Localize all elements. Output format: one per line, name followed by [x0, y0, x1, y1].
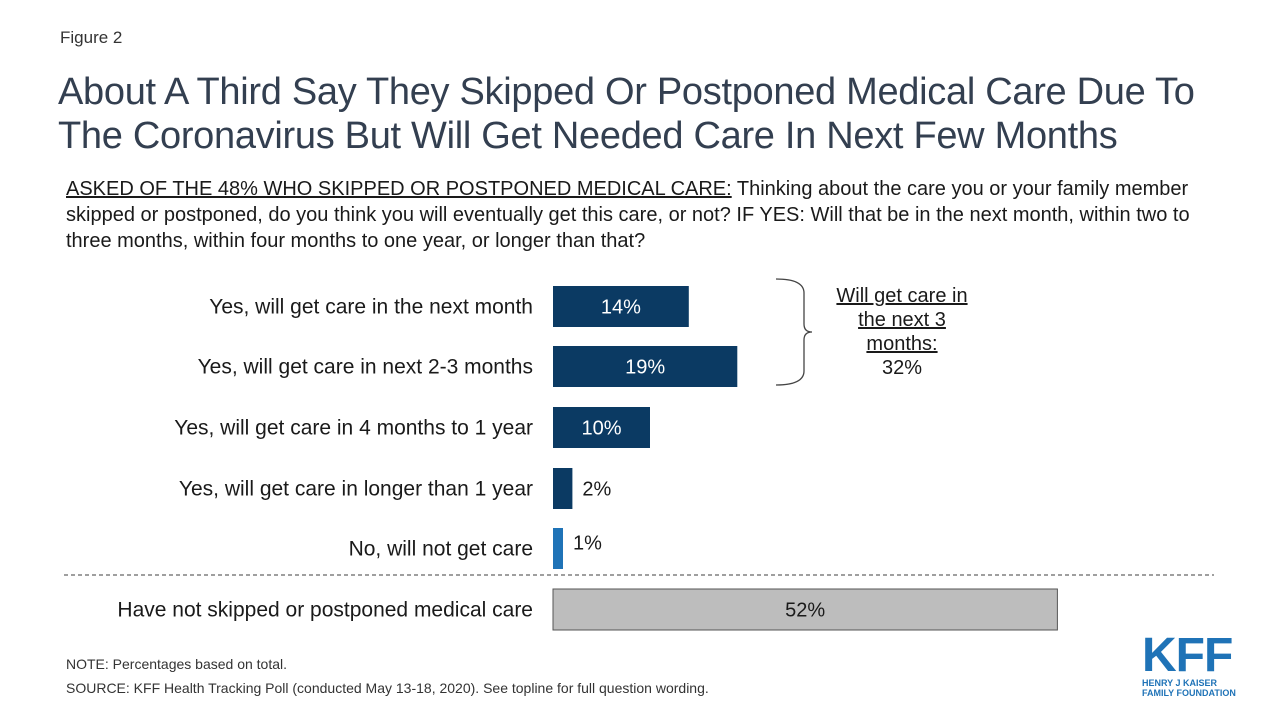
note-text: NOTE: Percentages based on total.: [66, 656, 288, 672]
data-label: 52%: [785, 600, 825, 622]
logo-line-2: FAMILY FOUNDATION: [1142, 688, 1236, 698]
figure-label: Figure 2: [60, 28, 123, 47]
category-label: Yes, will get care in longer than 1 year: [179, 478, 533, 501]
bar-4: [553, 468, 573, 509]
bar-3: [553, 407, 650, 448]
bar-2: [553, 346, 738, 387]
logo-mark: KFF: [1142, 629, 1233, 682]
category-label: Yes, will get care in next 2-3 months: [198, 356, 533, 379]
logo-line-1: HENRY J KAISER: [1142, 678, 1218, 688]
bar-6: [552, 588, 1058, 631]
bar-1: [553, 286, 689, 327]
question-body: Thinking about the care you or your fami…: [66, 178, 1190, 252]
data-label: 2%: [582, 479, 611, 501]
bracket-shape: [775, 278, 813, 386]
question-lead: ASKED OF THE 48% WHO SKIPPED OR POSTPONE…: [66, 178, 732, 200]
source-text: SOURCE: KFF Health Tracking Poll (conduc…: [66, 680, 709, 696]
bar-chart: Yes, will get care in the next month 14% Y…: [64, 278, 1214, 631]
category-label: Have not skipped or postponed medical ca…: [117, 599, 533, 622]
bracket-annotation: Will get care in the next 3 months: 32%: [822, 284, 982, 380]
footnotes: NOTE: Percentages based on total. SOURCE…: [66, 652, 709, 700]
bracket-annotation-value: 32%: [881, 357, 923, 379]
data-label: 14%: [601, 297, 641, 319]
kff-logo: KFF HENRY J KAISER FAMILY FOUNDATION: [1142, 629, 1238, 699]
category-label: No, will not get care: [349, 538, 533, 561]
data-label: 1%: [573, 533, 602, 555]
category-label: Yes, will get care in the next month: [209, 296, 533, 319]
bar-5: [553, 528, 563, 569]
data-label: 10%: [581, 418, 621, 440]
category-label: Yes, will get care in 4 months to 1 year: [174, 417, 533, 440]
question-text: ASKED OF THE 48% WHO SKIPPED OR POSTPONE…: [66, 176, 1226, 254]
data-label: 19%: [625, 357, 665, 379]
bracket-annotation-label: Will get care in the next 3 months:: [836, 285, 968, 355]
chart-title: About A Third Say They Skipped Or Postpo…: [58, 71, 1195, 157]
